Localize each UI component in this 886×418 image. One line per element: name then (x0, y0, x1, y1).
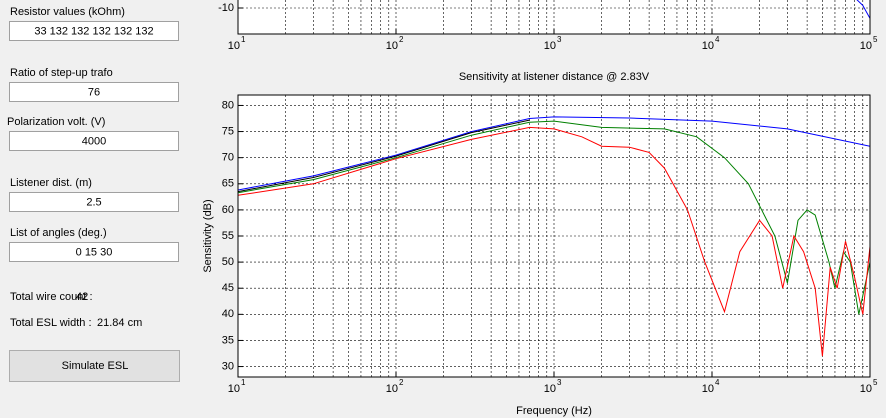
x-tick-exponent: 1 (241, 35, 246, 44)
y-axis-label: Sensitivity (dB) (202, 199, 214, 272)
x-axis-label: Frequency (Hz) (516, 405, 592, 417)
x-tick-label: 10 (860, 383, 872, 395)
series-line (856, 0, 870, 19)
x-tick-exponent: 3 (557, 35, 562, 44)
axes-frame (237, 94, 871, 378)
stat-label: Total wire count : (10, 291, 93, 303)
input-value: 2.5 (86, 196, 101, 208)
x-tick-exponent: 5 (873, 378, 878, 387)
button-label: Simulate ESL (62, 360, 129, 372)
stat-label: Total ESL width : (10, 317, 92, 329)
text-input[interactable] (9, 21, 179, 41)
x-tick-label: 10 (544, 40, 556, 52)
x-tick-exponent: 1 (241, 378, 246, 387)
text-input[interactable] (9, 131, 179, 151)
x-tick-exponent: 5 (873, 35, 878, 44)
y-tick-label: 40 (222, 308, 234, 320)
x-tick-exponent: 4 (715, 35, 720, 44)
field-label: Listener dist. (m) (10, 177, 92, 189)
y-tick-label: 30 (222, 360, 234, 372)
text-input[interactable] (9, 82, 179, 102)
x-tick-label: 10 (386, 383, 398, 395)
plot-lines (856, 0, 870, 19)
x-tick-label: 10 (702, 40, 714, 52)
stat-value: 21.84 cm (97, 317, 142, 329)
plot-lines (238, 116, 870, 357)
x-tick-label: 10 (386, 40, 398, 52)
series-line (238, 116, 870, 191)
text-input[interactable] (9, 242, 179, 262)
y-tick-label: 35 (222, 334, 234, 346)
field-label: Polarization volt. (V) (7, 116, 105, 128)
x-tick-label: 10 (860, 40, 872, 52)
x-tick-exponent: 2 (399, 378, 404, 387)
text-input[interactable] (9, 192, 179, 212)
x-tick-label: 10 (228, 40, 240, 52)
y-tick-label: 60 (222, 204, 234, 216)
button[interactable] (9, 350, 180, 382)
field-label: Ratio of step-up trafo (10, 67, 113, 79)
y-tick-label: 80 (222, 99, 234, 111)
stat-value: 42 (76, 291, 88, 303)
axes-frame (237, 0, 871, 35)
series-line (238, 119, 530, 193)
series-line (238, 126, 870, 357)
field-label: List of angles (deg.) (10, 227, 107, 239)
x-tick-exponent: 4 (715, 378, 720, 387)
input-value: 4000 (82, 135, 106, 147)
y-tick-label: -10 (218, 2, 234, 14)
y-tick-label: 65 (222, 178, 234, 190)
input-value: 0 15 30 (76, 246, 113, 258)
field-label: Resistor values (kOhm) (10, 6, 125, 18)
y-tick-label: 75 (222, 125, 234, 137)
y-tick-label: 55 (222, 230, 234, 242)
series-line (238, 120, 870, 315)
input-value: 33 132 132 132 132 132 (34, 25, 153, 37)
x-tick-exponent: 3 (557, 378, 562, 387)
x-tick-label: 10 (702, 383, 714, 395)
y-tick-label: 70 (222, 152, 234, 164)
x-tick-label: 10 (544, 383, 556, 395)
x-tick-exponent: 2 (399, 35, 404, 44)
y-tick-label: 45 (222, 282, 234, 294)
chart-title: Sensitivity at listener distance @ 2.83V (459, 71, 650, 83)
y-tick-label: 50 (222, 256, 234, 268)
input-value: 76 (88, 86, 100, 98)
x-tick-label: 10 (228, 383, 240, 395)
